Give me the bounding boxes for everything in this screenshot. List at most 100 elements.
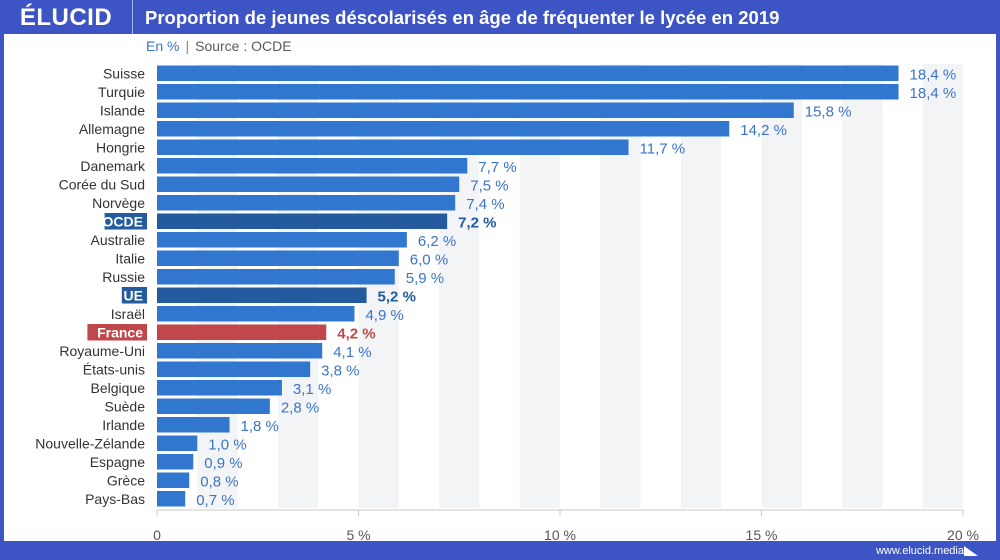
category-label: États-unis — [83, 361, 145, 377]
bar — [157, 472, 190, 488]
category-label: Suisse — [103, 65, 145, 81]
x-tick-label: 5 % — [346, 527, 370, 543]
value-label: 1,8 % — [241, 418, 279, 435]
category-label: Corée du Sud — [59, 176, 145, 192]
header-divider — [132, 0, 133, 34]
bar — [157, 343, 323, 359]
value-label: 5,2 % — [378, 288, 416, 305]
category-label: Irlande — [102, 417, 145, 433]
category-label: Allemagne — [79, 121, 145, 137]
x-tick-label: 15 % — [746, 527, 778, 543]
grid-band — [197, 64, 238, 508]
category-label: Royaume-Uni — [59, 343, 145, 359]
bar — [157, 398, 270, 414]
elucid-flag-icon — [964, 546, 978, 556]
category-label: France — [97, 324, 143, 340]
grid-band — [761, 64, 802, 508]
grid-band — [277, 64, 319, 508]
header: ÉLUCID Proportion de jeunes déscolarisés… — [0, 0, 1000, 34]
bar — [157, 139, 629, 155]
bar — [157, 65, 899, 81]
category-label: OCDE — [103, 213, 143, 229]
category-label: Danemark — [80, 158, 146, 174]
value-label: 5,9 % — [406, 270, 444, 287]
bar — [157, 121, 730, 137]
chart-subtitle: En % | Source : OCDE — [146, 38, 292, 54]
bar — [157, 232, 407, 248]
value-label: 0,8 % — [200, 473, 238, 490]
bar — [157, 324, 327, 340]
value-label: 2,8 % — [281, 399, 319, 416]
category-label: Islande — [100, 102, 145, 118]
category-label: UE — [124, 287, 143, 303]
category-label: Belgique — [91, 380, 146, 396]
category-label: Suède — [105, 398, 146, 414]
grid-band — [922, 64, 963, 508]
category-label: Italie — [115, 250, 145, 266]
value-label: 4,9 % — [365, 307, 403, 324]
value-label: 7,7 % — [478, 159, 516, 176]
chart-title: Proportion de jeunes déscolarisés en âge… — [145, 7, 780, 28]
value-label: 11,7 % — [640, 140, 686, 157]
bar — [157, 287, 367, 303]
value-label: 7,4 % — [466, 196, 504, 213]
value-label: 18,4 % — [910, 66, 957, 83]
source-label: Source : OCDE — [195, 38, 292, 54]
bar — [157, 269, 395, 285]
category-badge — [87, 324, 147, 341]
category-label: Nouvelle-Zélande — [35, 435, 145, 451]
category-label: Pays-Bas — [85, 491, 145, 507]
value-label: 0,9 % — [204, 455, 242, 472]
category-label: Grèce — [107, 472, 145, 488]
bar — [157, 435, 198, 451]
bar — [157, 195, 456, 211]
category-label: Espagne — [90, 454, 145, 470]
bar — [157, 380, 282, 396]
footer-url[interactable]: www.elucid.media — [875, 545, 964, 557]
bar — [157, 158, 468, 174]
category-label: Russie — [102, 269, 145, 285]
value-label: 7,2 % — [458, 214, 496, 231]
bar — [157, 491, 186, 507]
value-label: 0,7 % — [196, 492, 234, 509]
bar — [157, 84, 899, 100]
grid-band — [680, 64, 722, 508]
value-label: 3,8 % — [321, 362, 359, 379]
bar — [157, 454, 194, 470]
subtitle-separator: | — [185, 38, 190, 54]
bar — [157, 417, 230, 433]
bar — [157, 306, 355, 322]
category-label: Australie — [91, 232, 146, 248]
value-label: 14,2 % — [740, 122, 787, 139]
bar — [157, 102, 794, 118]
x-tick-label: 20 % — [947, 527, 979, 543]
unit-label: En % — [146, 38, 180, 54]
x-tick-label: 0 — [153, 527, 161, 543]
grid-band — [519, 64, 560, 508]
grid-band — [358, 64, 399, 508]
category-label: Norvège — [92, 195, 145, 211]
grid-band — [439, 64, 480, 508]
value-label: 6,2 % — [418, 233, 456, 250]
value-label: 4,1 % — [333, 344, 371, 361]
category-label: Israël — [111, 306, 145, 322]
category-label: Turquie — [98, 84, 145, 100]
value-label: 18,4 % — [910, 85, 957, 102]
value-label: 4,2 % — [337, 325, 375, 342]
value-label: 15,8 % — [805, 103, 852, 120]
value-label: 1,0 % — [208, 436, 246, 453]
bar — [157, 213, 448, 229]
category-badge — [104, 213, 147, 230]
category-badge — [121, 287, 147, 304]
value-label: 3,1 % — [293, 381, 331, 398]
grid-band — [842, 64, 883, 508]
bar — [157, 176, 460, 192]
bar — [157, 250, 399, 266]
grid-band — [600, 64, 641, 508]
value-label: 6,0 % — [410, 251, 448, 268]
value-label: 7,5 % — [470, 177, 508, 194]
x-tick-label: 10 % — [544, 527, 576, 543]
bar — [157, 361, 311, 377]
category-label: Hongrie — [96, 139, 145, 155]
